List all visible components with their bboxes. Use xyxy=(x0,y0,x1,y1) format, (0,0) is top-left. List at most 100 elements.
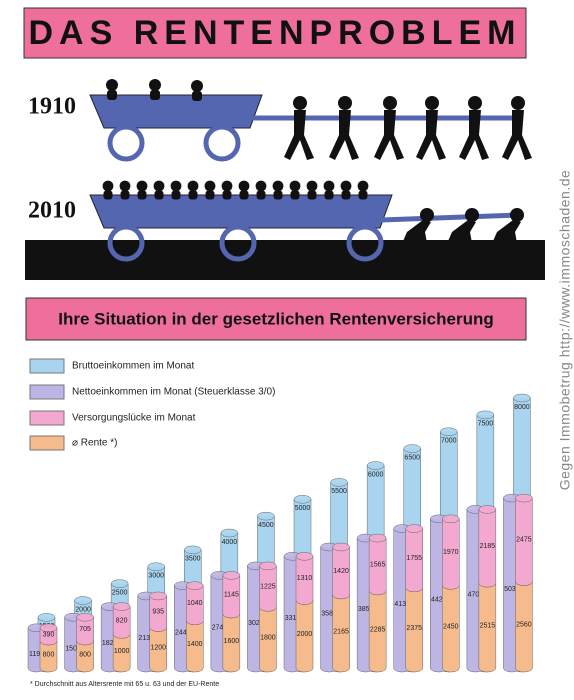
cylinder-top xyxy=(515,493,533,503)
bar xyxy=(149,595,167,628)
cylinder-top xyxy=(442,514,460,524)
cylinder-top xyxy=(147,562,165,571)
value-label: 800 xyxy=(43,651,55,658)
cylinder-top xyxy=(149,591,167,601)
value-label: 4130 xyxy=(394,601,410,608)
value-label: 2375 xyxy=(406,625,422,632)
value-label: 2185 xyxy=(480,543,496,550)
cylinder-top xyxy=(112,602,131,611)
bar xyxy=(222,575,240,614)
value-label: 1190 xyxy=(29,651,44,658)
value-label: 1970 xyxy=(443,549,459,556)
head xyxy=(306,180,318,192)
bar xyxy=(515,581,533,668)
value-label: 2285 xyxy=(370,626,386,633)
head xyxy=(170,180,182,192)
cylinder-top xyxy=(184,545,202,555)
wagon-2010 xyxy=(89,194,393,229)
head xyxy=(510,208,524,222)
legend-label: ⌀ Rente *) xyxy=(72,438,117,449)
bar xyxy=(222,614,240,668)
body xyxy=(256,190,266,200)
body xyxy=(120,190,130,200)
value-label: 2500 xyxy=(112,589,128,596)
value-label: 705 xyxy=(79,626,91,633)
plot: 1500119080039020001505800705250018201000… xyxy=(27,393,533,673)
body xyxy=(205,190,215,200)
bar xyxy=(442,585,460,668)
bar xyxy=(332,547,350,595)
legend-swatch xyxy=(29,384,65,400)
pusher xyxy=(487,220,521,256)
bar xyxy=(442,518,460,586)
head xyxy=(149,79,161,91)
cylinder-top xyxy=(259,561,277,571)
body xyxy=(273,190,283,200)
value-label: 820 xyxy=(116,617,128,624)
head xyxy=(153,180,165,192)
cylinder-top xyxy=(478,505,497,514)
drawbar xyxy=(379,212,521,223)
legend-label: Versorgungslücke im Monat xyxy=(72,413,196,424)
value-label: 390 xyxy=(43,631,55,638)
head xyxy=(383,96,397,110)
body xyxy=(171,190,181,200)
value-label: 1420 xyxy=(333,568,349,575)
value-label: 1225 xyxy=(260,583,276,590)
legend-swatch xyxy=(29,410,65,426)
bar xyxy=(149,627,167,668)
bar xyxy=(332,594,350,668)
value-label: 3025 xyxy=(248,620,264,627)
walker xyxy=(459,110,489,160)
head xyxy=(323,180,335,192)
value-label: 1800 xyxy=(260,634,276,641)
cylinder-top xyxy=(330,478,348,487)
wheel xyxy=(346,224,384,262)
legend-swatch xyxy=(29,358,65,374)
cylinder-top xyxy=(368,533,387,543)
head xyxy=(119,180,131,192)
bar xyxy=(296,556,313,601)
cylinder-top xyxy=(222,571,241,580)
illustration xyxy=(25,79,545,280)
head xyxy=(238,180,250,192)
cylinder-top xyxy=(293,495,312,504)
legend-label: Nettoeinkommen im Monat (Steuerklasse 3/… xyxy=(72,387,275,398)
walker xyxy=(329,110,359,160)
head xyxy=(221,180,233,192)
body xyxy=(188,190,198,200)
cylinder-top xyxy=(110,579,129,588)
head xyxy=(272,180,284,192)
value-label: 1040 xyxy=(187,600,203,607)
body xyxy=(239,190,249,200)
cylinder-top xyxy=(440,427,458,436)
value-label: 1145 xyxy=(224,592,239,599)
body xyxy=(324,190,334,200)
value-label: 5500 xyxy=(331,488,347,495)
body xyxy=(307,190,317,200)
head xyxy=(106,79,118,91)
body xyxy=(154,190,164,200)
value-label: 3850 xyxy=(358,606,374,613)
pusher xyxy=(442,220,476,256)
subtitle-banner xyxy=(25,297,527,341)
body xyxy=(290,190,300,200)
value-label: 5035 xyxy=(504,586,520,593)
cylinder-top xyxy=(39,623,58,633)
value-label: 935 xyxy=(152,609,164,616)
head xyxy=(191,80,203,92)
value-label: 1400 xyxy=(187,641,203,648)
head xyxy=(293,96,307,110)
walker xyxy=(374,110,404,160)
wagon-1910 xyxy=(89,94,263,129)
value-label: 2440 xyxy=(175,630,191,637)
value-label: 2000 xyxy=(75,606,91,613)
legend-swatch xyxy=(29,435,65,451)
head xyxy=(425,96,439,110)
value-label: 6000 xyxy=(368,471,384,478)
footnote: * Durchschnitt aus Altersrente mit 65 u.… xyxy=(30,681,219,688)
value-label: 2165 xyxy=(333,628,349,635)
head xyxy=(187,180,199,192)
head xyxy=(136,180,148,192)
bar xyxy=(186,585,204,621)
